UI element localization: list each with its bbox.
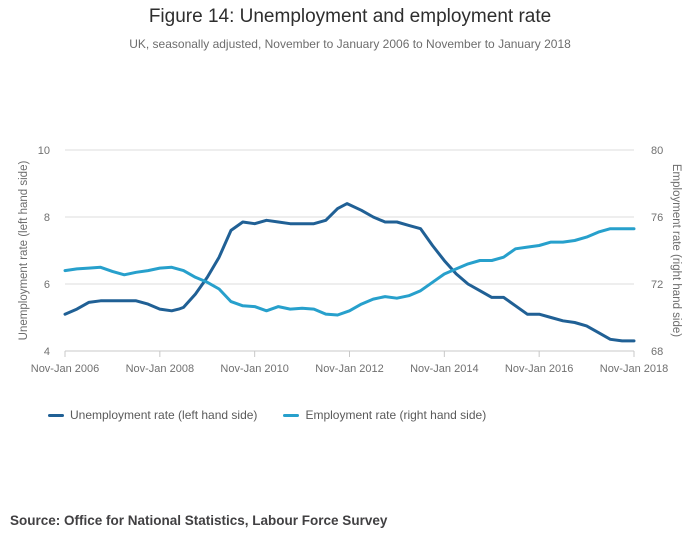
x-tick-label: Nov-Jan 2016: [505, 363, 574, 375]
axes: [64, 350, 635, 357]
y-left-tick-label: 10: [38, 145, 50, 157]
series-lines: [63, 202, 636, 343]
y-right-tick-label: 76: [651, 212, 663, 224]
x-tick-label: Nov-Jan 2010: [220, 363, 289, 375]
legend-label-employment: Employment rate (right hand side): [305, 408, 487, 422]
y-right-axis-title: Employment rate (right hand side): [670, 164, 682, 337]
legend-label-unemployment: Unemployment rate (left hand side): [70, 408, 258, 422]
y-right-tick-label: 68: [651, 346, 663, 358]
source-note: Source: Office for National Statistics, …: [10, 513, 388, 528]
unemployment-rate-line: [63, 202, 636, 343]
y-right-tick-label: 72: [651, 279, 663, 291]
employment-rate-line: [63, 227, 636, 317]
y-left-tick-label: 6: [44, 279, 50, 291]
y-right-tick-label: 80: [651, 145, 663, 157]
legend-item-employment[interactable]: Employment rate (right hand side): [283, 408, 486, 422]
y-left-axis-title: Unemployment rate (left hand side): [18, 161, 30, 341]
legend-item-unemployment[interactable]: Unemployment rate (left hand side): [48, 408, 257, 422]
x-tick-label: Nov-Jan 2008: [126, 363, 195, 375]
y-left-tick-label: 8: [44, 212, 50, 224]
legend: Unemployment rate (left hand side) Emplo…: [48, 408, 486, 422]
x-tick-label: Nov-Jan 2012: [315, 363, 384, 375]
y-left-tick-label: 4: [44, 346, 50, 358]
x-tick-label: Nov-Jan 2014: [410, 363, 479, 375]
legend-swatch-unemployment: [48, 413, 64, 417]
x-tick-label: Nov-Jan 2018: [600, 363, 669, 375]
chart-title: Figure 14: Unemployment and employment r…: [148, 6, 552, 27]
gridlines: [65, 149, 634, 285]
chart-subtitle: UK, seasonally adjusted, November to Jan…: [129, 37, 571, 51]
legend-swatch-employment: [283, 413, 300, 417]
x-tick-label: Nov-Jan 2006: [31, 363, 100, 375]
